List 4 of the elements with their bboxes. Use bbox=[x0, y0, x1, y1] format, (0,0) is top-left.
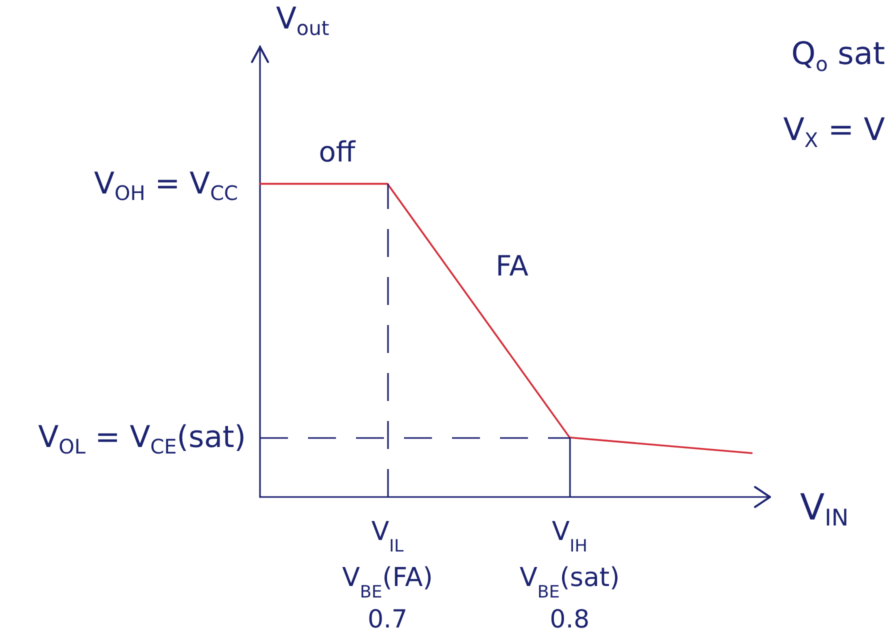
annotation: FA bbox=[496, 250, 528, 282]
x-tick-label: 0.7 bbox=[368, 604, 408, 634]
text: off bbox=[318, 136, 356, 168]
x-tick-label: 0.8 bbox=[550, 604, 590, 634]
